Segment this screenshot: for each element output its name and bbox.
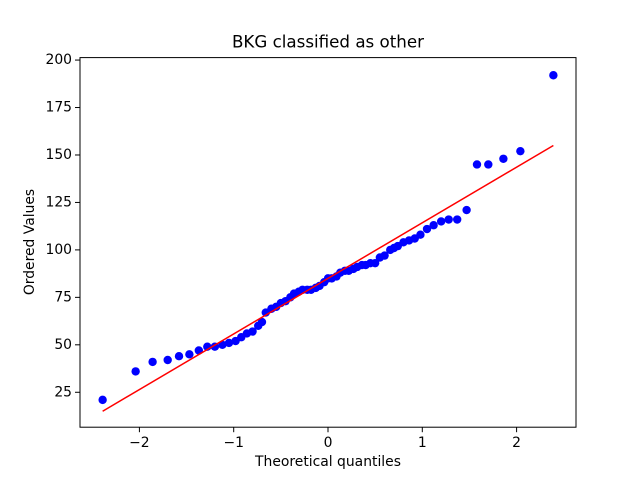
y-axis-label: Ordered Values (22, 189, 38, 295)
x-tick-label: −2 (129, 435, 149, 451)
point (549, 71, 558, 80)
point (516, 146, 525, 156)
point (131, 367, 140, 376)
y-tick-label: 50 (54, 337, 72, 353)
point (436, 217, 446, 226)
point (484, 160, 493, 169)
point (185, 350, 194, 359)
fit-line (102, 144, 554, 412)
y-tick-label: 175 (45, 100, 72, 116)
point (98, 395, 107, 405)
point (499, 154, 508, 163)
x-tick-label: 0 (324, 435, 333, 451)
point (248, 327, 257, 336)
point (472, 160, 482, 169)
point (444, 215, 453, 224)
point (380, 251, 389, 260)
x-axis-label: Theoretical quantiles (254, 454, 401, 470)
point (452, 215, 462, 224)
y-tick-label: 200 (45, 52, 72, 68)
y-tick-label: 150 (45, 147, 72, 163)
point (429, 221, 438, 230)
point (462, 205, 471, 215)
y-tick-label: 100 (45, 242, 72, 258)
point (370, 258, 380, 268)
point (224, 338, 234, 348)
point (174, 352, 184, 361)
chart-title: BKG classified as other (232, 32, 424, 52)
point (416, 230, 425, 239)
plot-area (98, 71, 558, 412)
x-tick-label: 2 (512, 435, 521, 451)
point (148, 357, 157, 367)
y-tick-label: 75 (54, 289, 72, 305)
y-tick-label: 125 (45, 194, 72, 210)
point (257, 317, 267, 327)
x-tick-label: 1 (418, 435, 427, 451)
point (163, 355, 172, 365)
point (422, 224, 432, 234)
x-tick-label: −1 (223, 435, 243, 451)
y-tick-label: 25 (54, 384, 72, 400)
